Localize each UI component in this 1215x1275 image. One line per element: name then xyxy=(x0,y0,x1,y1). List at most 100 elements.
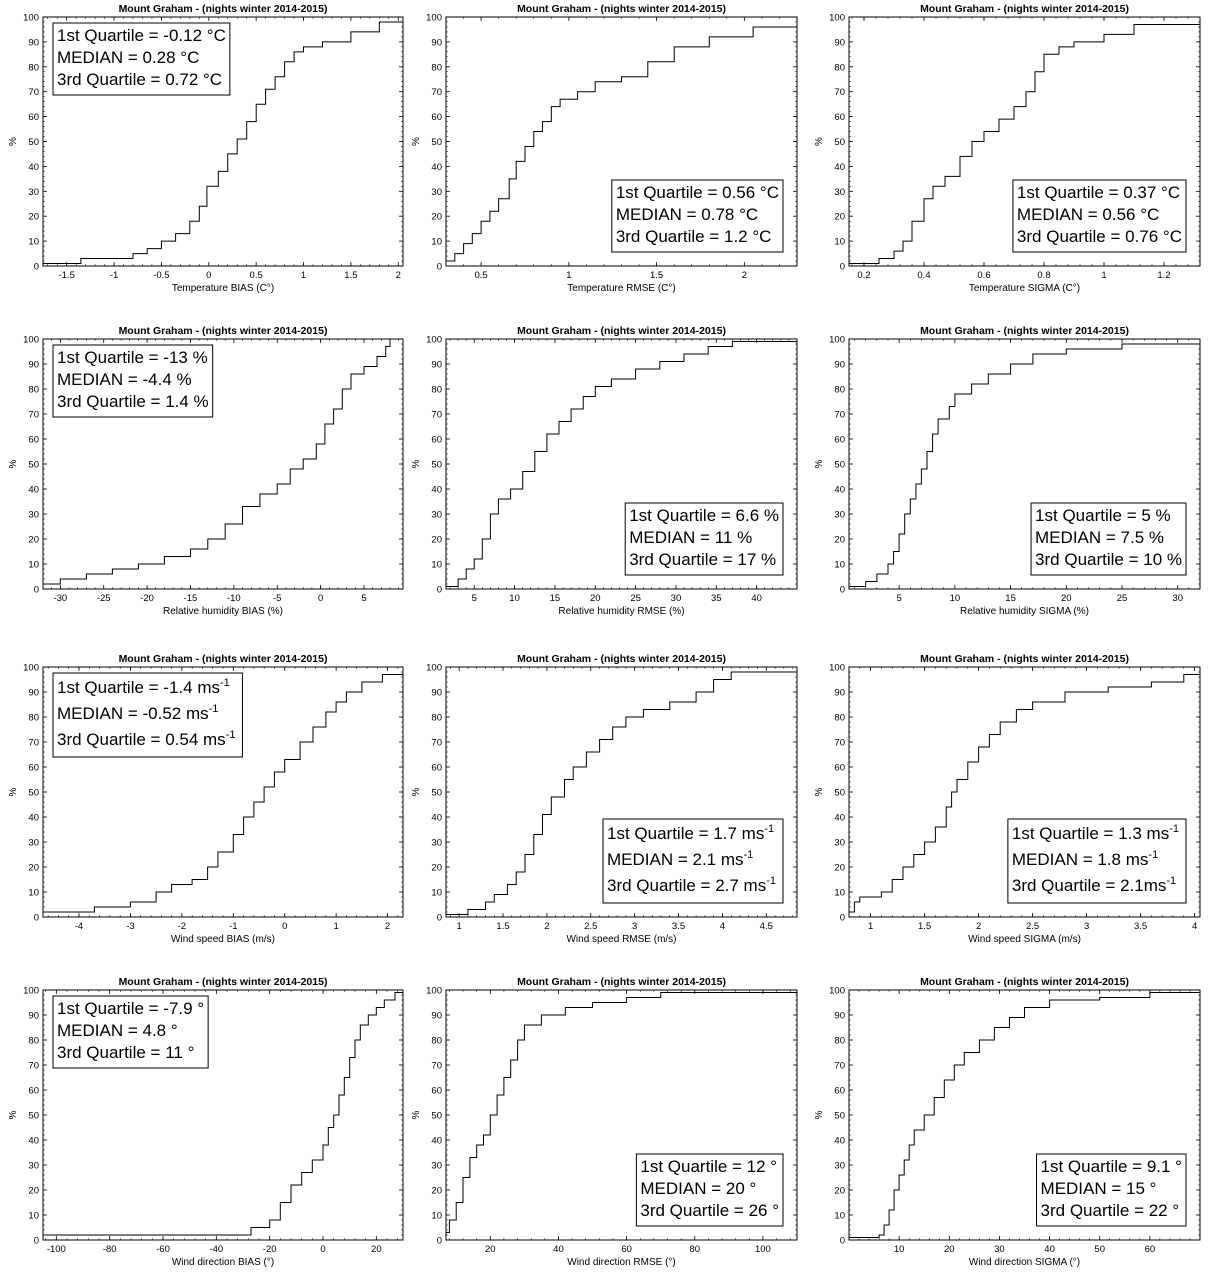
y-tick-label: 90 xyxy=(834,37,845,48)
x-tick-label: 40 xyxy=(1044,1244,1055,1255)
stats-box: 1st Quartile = 1.7 ms-1 MEDIAN = 2.1 ms-1… xyxy=(602,818,784,904)
stats-line: MEDIAN = 15 ° xyxy=(1041,1179,1157,1198)
x-tick-label: 0.2 xyxy=(857,270,870,281)
stats-line: 3rd Quartile = 2.7 ms-1 xyxy=(607,875,776,895)
stats-line: MEDIAN = 1.8 ms-1 xyxy=(1012,849,1158,869)
y-tick-label: 40 xyxy=(431,162,442,173)
y-tick-label: 60 xyxy=(431,1086,442,1097)
stats-line: 1st Quartile = -0.12 °C xyxy=(57,26,226,45)
x-tick-label: 1.5 xyxy=(650,270,663,281)
x-tick-label: 2 xyxy=(396,270,401,281)
y-tick-label: 60 xyxy=(431,112,442,123)
stats-line: MEDIAN = 0.78 °C xyxy=(616,205,758,224)
chart-panel: Mount Graham - (nights winter 2014-2015)… xyxy=(814,325,1201,617)
y-tick-label: 100 xyxy=(829,663,845,674)
stats-line: 1st Quartile = 0.56 °C xyxy=(616,183,779,202)
x-tick-label: 10 xyxy=(509,593,520,604)
x-tick-label: -5 xyxy=(273,593,281,604)
x-tick-label: 4 xyxy=(1192,921,1197,932)
x-tick-label: 20 xyxy=(590,593,601,604)
y-tick-label: 50 xyxy=(834,788,845,799)
chart-panel: Mount Graham - (nights winter 2014-2015)… xyxy=(8,976,404,1268)
x-tick-label: 1 xyxy=(868,921,873,932)
y-tick-label: 90 xyxy=(431,688,442,699)
y-tick-label: 10 xyxy=(834,237,845,248)
cdf-series-line xyxy=(849,992,1200,1238)
y-tick-label: 90 xyxy=(834,1011,845,1022)
x-tick-label: 1.2 xyxy=(1157,270,1170,281)
y-tick-label: 20 xyxy=(431,1186,442,1197)
stats-line: 1st Quartile = -13 % xyxy=(57,348,208,367)
x-tick-label: 1 xyxy=(1101,270,1106,281)
x-tick-label: -20 xyxy=(263,1244,277,1255)
stats-line: 3rd Quartile = 0.54 ms-1 xyxy=(57,729,235,749)
x-tick-label: 60 xyxy=(1145,1244,1156,1255)
stats-line: 1st Quartile = 1.7 ms-1 xyxy=(607,823,774,843)
y-tick-label: 90 xyxy=(431,1011,442,1022)
y-tick-label: 30 xyxy=(431,510,442,521)
chart-panel: Mount Graham - (nights winter 2014-2015)… xyxy=(814,653,1201,945)
x-tick-label: 50 xyxy=(1094,1244,1105,1255)
y-tick-label: 30 xyxy=(834,187,845,198)
chart-title: Mount Graham - (nights winter 2014-2015) xyxy=(119,325,328,337)
y-tick-label: 20 xyxy=(834,1186,845,1197)
y-tick-label: 50 xyxy=(28,1111,39,1122)
y-axis-label: % xyxy=(8,787,19,796)
y-tick-label: 20 xyxy=(28,863,39,874)
y-tick-label: 80 xyxy=(431,713,442,724)
y-tick-label: 40 xyxy=(834,162,845,173)
y-tick-label: 0 xyxy=(437,1236,442,1247)
y-tick-label: 100 xyxy=(829,335,845,346)
stats-box: 1st Quartile = 5 % MEDIAN = 7.5 % 3rd Quar… xyxy=(1030,502,1187,576)
y-tick-label: 30 xyxy=(431,187,442,198)
y-tick-label: 40 xyxy=(431,485,442,496)
x-tick-label: 3 xyxy=(632,921,637,932)
x-tick-label: 2 xyxy=(742,270,747,281)
stats-box-frame xyxy=(1036,1153,1187,1227)
y-tick-label: 40 xyxy=(28,485,39,496)
y-tick-label: 100 xyxy=(23,663,39,674)
y-tick-label: 0 xyxy=(840,262,845,273)
x-tick-label: 2 xyxy=(976,921,981,932)
y-tick-label: 40 xyxy=(834,813,845,824)
y-tick-label: 0 xyxy=(34,1236,39,1247)
chart-panel: Mount Graham - (nights winter 2014-2015)… xyxy=(411,976,798,1268)
stats-line: 1st Quartile = 12 ° xyxy=(640,1157,777,1176)
y-tick-label: 0 xyxy=(437,913,442,924)
x-axis-label: Relative humidity SIGMA (%) xyxy=(960,606,1089,617)
x-tick-label: 20 xyxy=(944,1244,955,1255)
stats-line: 1st Quartile = 5 % xyxy=(1035,506,1171,525)
y-tick-label: 90 xyxy=(28,688,39,699)
x-axis-label: Temperature RMSE (C°) xyxy=(567,283,675,294)
y-tick-label: 30 xyxy=(28,838,39,849)
cdf-series-line xyxy=(849,669,1201,913)
x-tick-label: 3 xyxy=(1084,921,1089,932)
y-tick-label: 40 xyxy=(28,1136,39,1147)
y-tick-label: 10 xyxy=(431,1211,442,1222)
y-tick-label: 70 xyxy=(834,738,845,749)
y-axis-label: % xyxy=(411,137,422,146)
cdf-series-line xyxy=(446,341,797,587)
stats-line: 3rd Quartile = 17 % xyxy=(629,550,776,569)
x-tick-label: 1 xyxy=(333,921,338,932)
stats-line: 3rd Quartile = 1.4 % xyxy=(57,392,209,411)
y-tick-label: 70 xyxy=(28,87,39,98)
y-tick-label: 60 xyxy=(834,112,845,123)
cdf-series-line xyxy=(43,990,404,1236)
y-tick-label: 30 xyxy=(431,838,442,849)
y-tick-label: 70 xyxy=(834,87,845,98)
y-axis-label: % xyxy=(814,1110,825,1119)
chart-title: Mount Graham - (nights winter 2014-2015) xyxy=(920,3,1129,15)
x-tick-label: -4 xyxy=(75,921,83,932)
y-tick-label: 90 xyxy=(834,688,845,699)
x-tick-label: 0 xyxy=(320,1244,325,1255)
y-tick-label: 60 xyxy=(28,1086,39,1097)
x-tick-label: 20 xyxy=(1061,593,1072,604)
y-tick-label: 60 xyxy=(431,763,442,774)
y-axis-label: % xyxy=(411,787,422,796)
y-tick-label: 20 xyxy=(28,1186,39,1197)
y-tick-label: 100 xyxy=(23,986,39,997)
y-tick-label: 80 xyxy=(834,1036,845,1047)
chart-panel: Mount Graham - (nights winter 2014-2015)… xyxy=(8,653,404,945)
x-tick-label: 25 xyxy=(1117,593,1128,604)
